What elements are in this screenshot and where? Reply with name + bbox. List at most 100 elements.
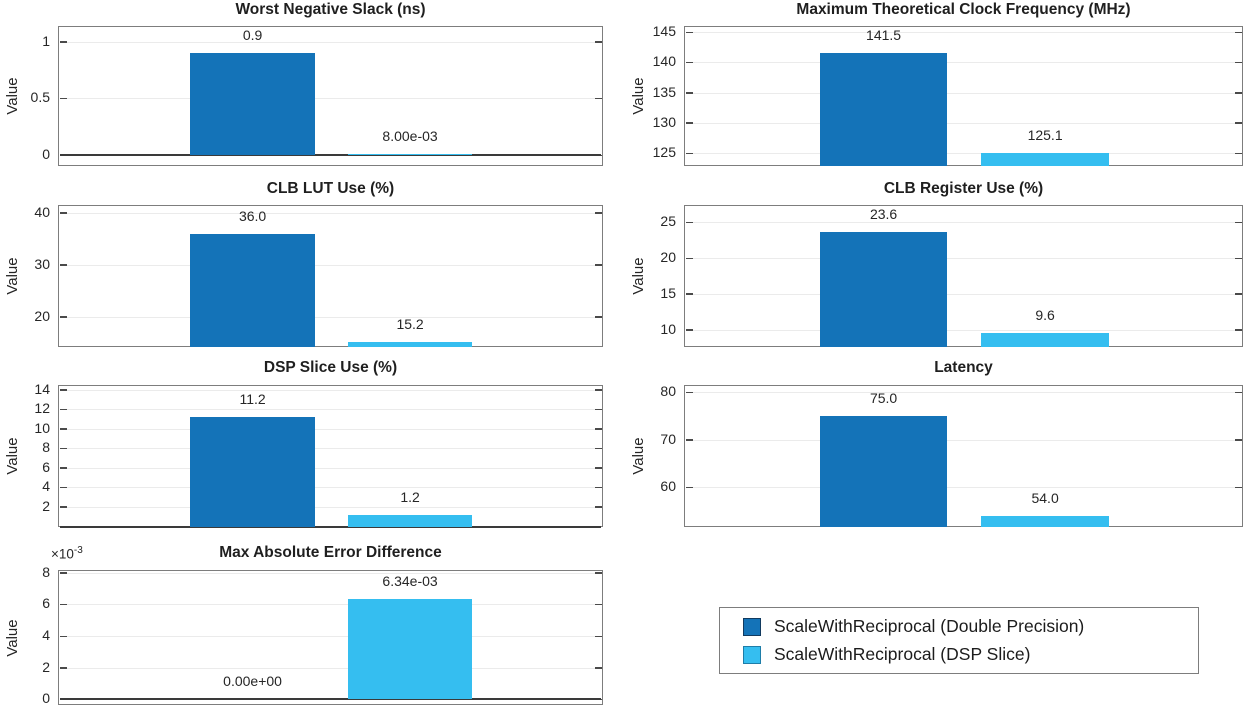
- grid-line: [686, 222, 1241, 224]
- legend-swatch-icon: [743, 617, 761, 636]
- bar-value-label: 11.2: [239, 391, 266, 408]
- grid-line: [686, 293, 1241, 295]
- zero-baseline: [60, 525, 601, 528]
- grid-line: [686, 153, 1241, 155]
- y-axis-label: Value: [4, 618, 21, 657]
- bar-series-1: [347, 514, 473, 527]
- grid-line: [60, 448, 601, 450]
- y-tick-mark-right: [594, 212, 602, 214]
- y-tick-label: 14: [34, 380, 50, 397]
- y-tick-mark-right: [1234, 221, 1242, 224]
- y-axis-label: Value: [4, 257, 21, 295]
- y-tick-label: 145: [652, 23, 676, 40]
- y-tick-label: 130: [652, 113, 676, 130]
- bar-series-0: [190, 53, 315, 155]
- grid-line: [60, 389, 601, 391]
- bar-series-1: [347, 599, 473, 699]
- grid-line: [60, 428, 601, 430]
- y-axis-label: Value: [630, 257, 647, 295]
- y-tick-mark-right: [594, 486, 602, 489]
- y-tick-mark-right: [594, 447, 602, 450]
- y-tick-mark-right: [1234, 31, 1242, 34]
- y-tick-mark: [59, 467, 67, 469]
- exponent-label: ×10-3: [51, 545, 83, 562]
- y-axis-label: Value: [4, 77, 21, 115]
- y-tick-label: 40: [34, 203, 50, 220]
- y-tick-label: 12: [34, 400, 50, 417]
- y-tick-mark: [685, 31, 693, 34]
- legend-swatch-icon: [743, 645, 761, 664]
- chart-title-dsp-slice-use: DSP Slice Use (%): [263, 359, 398, 376]
- y-tick-label: 125: [652, 144, 676, 161]
- grid-line: [60, 409, 601, 411]
- bar-value-label: 36.0: [238, 207, 267, 224]
- y-tick-mark-right: [594, 603, 602, 606]
- bar-value-label: 125.1: [1027, 126, 1063, 143]
- y-tick-label: 0: [42, 146, 50, 163]
- y-tick-mark: [59, 389, 67, 391]
- y-tick-mark: [685, 257, 693, 260]
- y-tick-mark-right: [594, 264, 602, 266]
- grid-line: [60, 212, 601, 214]
- grid-line: [686, 439, 1241, 441]
- grid-line: [60, 41, 601, 43]
- y-tick-label: 25: [660, 213, 676, 230]
- y-axis-label: Value: [630, 437, 647, 475]
- grid-line: [686, 62, 1241, 64]
- y-tick-mark: [59, 428, 67, 430]
- y-tick-mark-right: [594, 572, 602, 574]
- bar-value-label: 0.9: [242, 27, 263, 44]
- grid-line: [686, 258, 1241, 260]
- chart-title-maximum-theoretical-clock-frequency-mhz: Maximum Theoretical Clock Frequency (MHz…: [796, 1, 1131, 18]
- y-tick-label: 20: [660, 249, 676, 266]
- y-axis-label: Value: [4, 437, 21, 475]
- bar-value-label: 9.6: [1035, 306, 1055, 323]
- bar-value-label: 141.5: [866, 27, 902, 44]
- bar-value-label: 6.34e-03: [382, 573, 438, 590]
- y-tick-mark-right: [594, 41, 602, 43]
- chart-title-latency: Latency: [934, 359, 993, 376]
- y-tick-label: 135: [652, 83, 676, 100]
- y-tick-label: 30: [34, 255, 50, 272]
- grid-line: [60, 636, 601, 637]
- y-tick-mark-right: [594, 467, 602, 469]
- y-tick-mark: [59, 603, 67, 606]
- y-tick-label: 8: [42, 439, 50, 456]
- y-tick-mark: [685, 293, 693, 295]
- bar-series-0: [819, 232, 948, 347]
- axis-box-clb-register-use: [684, 205, 1243, 347]
- y-tick-mark-right: [594, 506, 602, 508]
- y-tick-label: 0: [42, 690, 50, 706]
- axis-box-dsp-slice-use: [58, 385, 603, 527]
- y-tick-label: 4: [42, 478, 50, 495]
- y-tick-mark: [685, 221, 693, 224]
- y-tick-mark: [59, 635, 67, 637]
- grid-line: [686, 487, 1241, 489]
- grid-line: [60, 467, 601, 469]
- legend: ScaleWithReciprocal (Double Precision) Sc…: [719, 607, 1199, 674]
- y-tick-mark-right: [1234, 61, 1242, 64]
- y-tick-mark-right: [1234, 92, 1242, 94]
- legend-entry: ScaleWithReciprocal (DSP Slice): [743, 641, 1198, 669]
- y-tick-mark-right: [1234, 257, 1242, 260]
- y-tick-mark: [59, 316, 67, 318]
- grid-line: [686, 92, 1241, 94]
- y-tick-mark: [59, 212, 67, 214]
- chart-title-clb-lut-use: CLB LUT Use (%): [266, 180, 395, 197]
- bar-value-label: 8.00e-03: [382, 128, 438, 145]
- bar-series-1: [347, 341, 473, 347]
- grid-line: [60, 264, 601, 266]
- y-tick-mark-right: [1234, 329, 1242, 331]
- y-tick-label: 6: [42, 595, 50, 612]
- axis-box-maximum-theoretical-clock-frequency-mhz: [684, 26, 1243, 166]
- y-tick-label: 8: [42, 563, 50, 580]
- y-tick-mark-right: [1234, 391, 1242, 394]
- grid-line: [60, 604, 601, 606]
- y-tick-label: 4: [42, 627, 50, 643]
- y-axis-label: Value: [630, 77, 647, 115]
- y-tick-mark: [59, 506, 67, 508]
- y-tick-mark: [685, 61, 693, 64]
- y-tick-mark: [59, 408, 67, 411]
- bar-series-1: [981, 515, 1109, 527]
